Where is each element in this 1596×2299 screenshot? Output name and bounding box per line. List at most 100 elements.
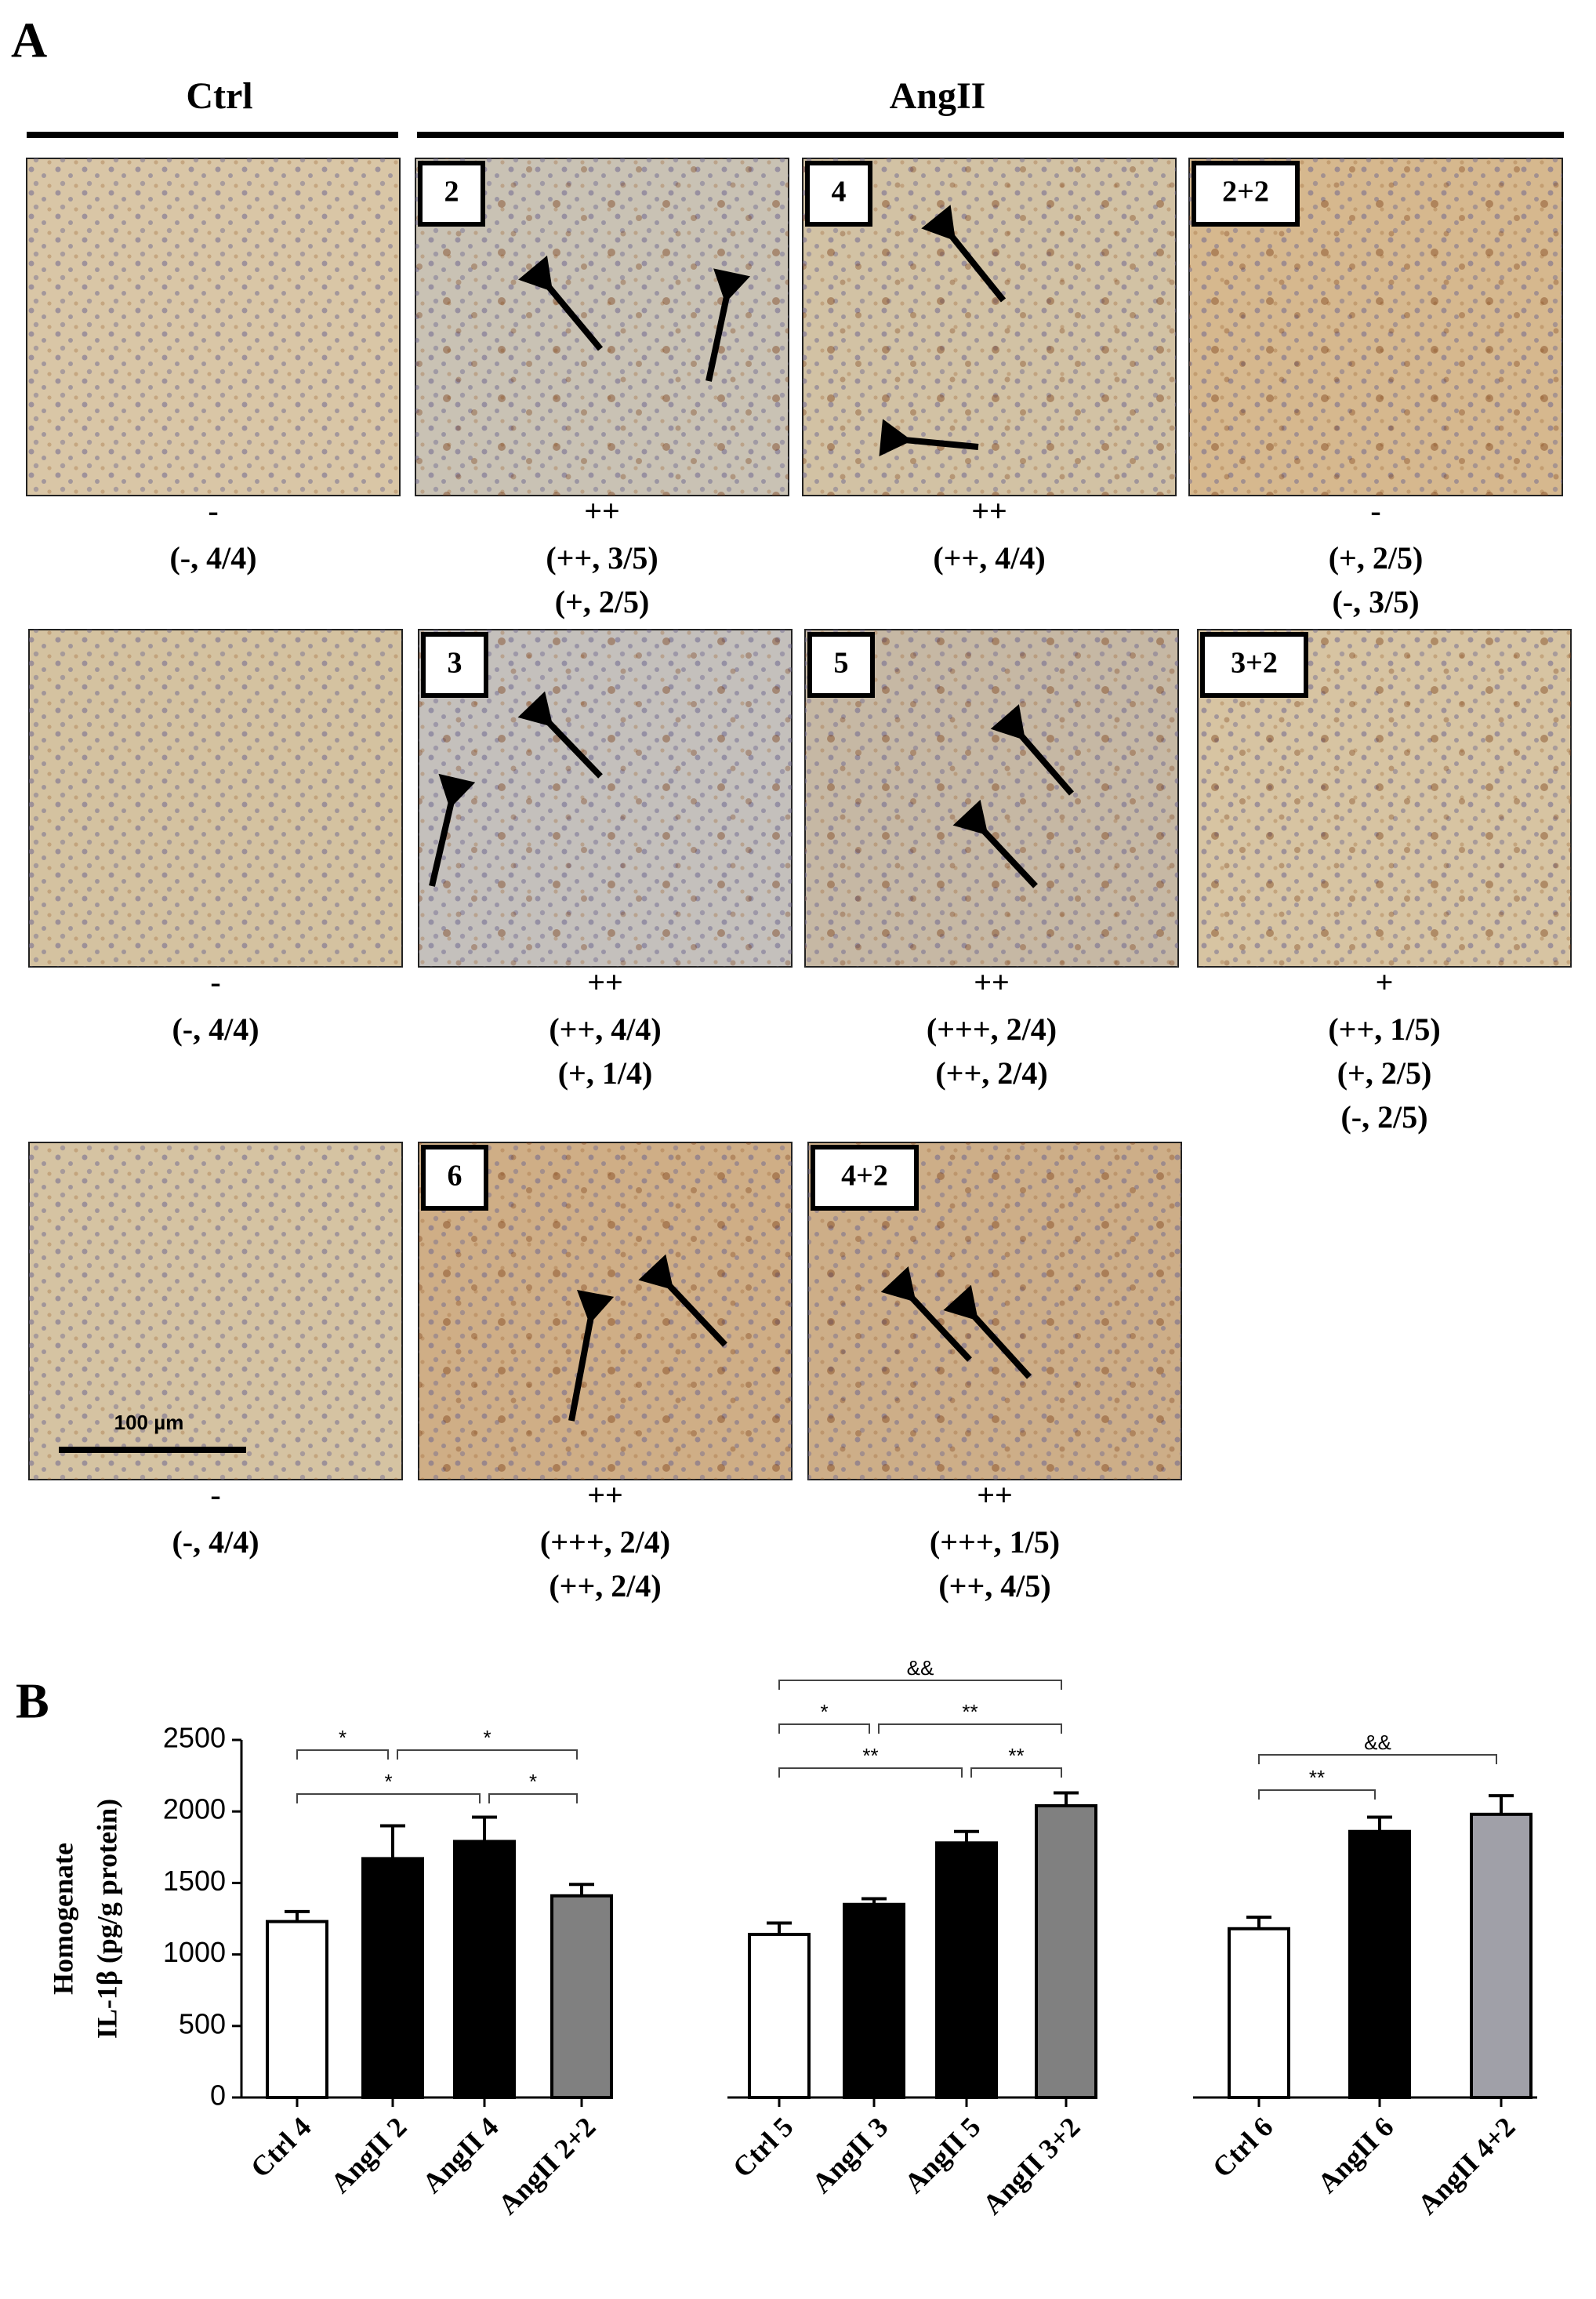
caption: ++	[587, 1477, 623, 1513]
caption: (-, 2/5)	[1340, 1099, 1427, 1135]
significance-bracket	[1258, 1754, 1497, 1764]
bar	[1348, 1829, 1411, 2100]
y-tick-label: 1500	[163, 1865, 226, 1897]
bar	[1470, 1812, 1533, 2099]
caption: ++	[971, 493, 1007, 528]
y-tick-label: 500	[179, 2007, 226, 2039]
tag: 3	[448, 647, 462, 680]
caption: (++, 2/4)	[549, 1568, 661, 1603]
caption: +	[1376, 964, 1394, 1000]
tag: 3+2	[1231, 647, 1278, 680]
caption: (++, 2/4)	[935, 1055, 1047, 1091]
micrograph-texture	[29, 1142, 402, 1480]
y-tick-label: 1000	[163, 1936, 226, 1968]
significance-bracket	[296, 1749, 389, 1760]
caption: -	[1370, 493, 1380, 528]
arrow	[706, 268, 751, 382]
tag: 4+2	[841, 1160, 888, 1193]
arrow	[518, 255, 604, 351]
caption: (++, 4/4)	[549, 1011, 661, 1047]
micrograph-texture	[27, 158, 400, 496]
caption: (-, 3/5)	[1332, 584, 1419, 619]
significance-label: *	[820, 1700, 828, 1723]
y-tick-label: 2000	[163, 1793, 226, 1825]
y-tick-label: 0	[210, 2079, 226, 2112]
x-tick-label: AngII 5	[898, 2111, 986, 2199]
significance-label: **	[1008, 1744, 1024, 1767]
caption: (-, 4/4)	[172, 1011, 259, 1047]
significance-label: *	[339, 1726, 346, 1749]
x-tick-label: AngII 3+2	[977, 2111, 1086, 2221]
arrow	[879, 419, 979, 457]
significance-label: **	[862, 1744, 878, 1767]
y-axis-label: Homogenate	[47, 1843, 78, 1995]
arrow	[638, 1254, 727, 1347]
group-header: Ctrl	[186, 75, 252, 117]
caption: ++	[974, 964, 1010, 1000]
tag: 2+2	[1222, 176, 1269, 209]
x-tick-label: AngII 4+2	[1412, 2111, 1522, 2221]
tag-box	[421, 1145, 488, 1211]
significance-bracket	[296, 1793, 481, 1803]
arrow	[952, 799, 1038, 888]
x-tick-label: AngII 2+2	[492, 2111, 602, 2221]
significance-bracket	[778, 1723, 870, 1734]
tag: 5	[834, 647, 849, 680]
arrow	[517, 691, 603, 779]
tag: 2	[444, 176, 459, 209]
group-header: AngII	[890, 75, 986, 117]
bar	[843, 1902, 905, 2100]
significance-label: **	[962, 1700, 978, 1723]
bar	[748, 1933, 811, 2099]
x-tick-label: AngII 2	[325, 2111, 412, 2199]
tag-box	[811, 1145, 919, 1211]
caption: (-, 4/4)	[169, 540, 256, 576]
tag-box	[421, 632, 488, 698]
arrow	[429, 773, 476, 887]
bar	[550, 1894, 613, 2099]
arrow	[943, 1284, 1032, 1379]
significance-label: *	[483, 1726, 491, 1749]
tag-box	[807, 632, 875, 698]
bar	[1035, 1803, 1097, 2100]
caption: (++, 4/5)	[938, 1568, 1050, 1603]
bar	[1228, 1927, 1290, 2100]
x-tick-label: Ctrl 5	[727, 2111, 800, 2184]
caption: (++, 3/5)	[546, 540, 658, 576]
tag: 4	[832, 176, 847, 209]
significance-label: &&	[1364, 1731, 1391, 1754]
caption: (+++, 1/5)	[930, 1524, 1060, 1560]
caption: (+, 1/4)	[558, 1055, 653, 1091]
caption: ++	[584, 493, 620, 528]
significance-bracket	[878, 1723, 1062, 1734]
scale-bar-label: 100 µm	[114, 1411, 184, 1434]
significance-label: **	[1309, 1766, 1325, 1789]
significance-bracket	[1258, 1789, 1376, 1800]
bar	[266, 1919, 328, 2099]
panel-label: B	[16, 1673, 49, 1729]
bar	[935, 1841, 998, 2099]
significance-bracket	[488, 1793, 578, 1803]
caption: (+++, 2/4)	[927, 1011, 1057, 1047]
bar	[361, 1857, 424, 2100]
tag-box	[805, 161, 872, 227]
x-tick-label: AngII 6	[1311, 2111, 1399, 2199]
caption: (+++, 2/4)	[540, 1524, 670, 1560]
x-tick-label: Ctrl 4	[245, 2111, 317, 2184]
arrow	[568, 1289, 615, 1422]
caption: (++, 4/4)	[933, 540, 1045, 576]
panel-label: A	[11, 13, 47, 68]
caption: (++, 1/5)	[1328, 1011, 1440, 1047]
x-tick-label: Ctrl 6	[1206, 2111, 1279, 2184]
significance-bracket	[778, 1767, 963, 1778]
significance-label: *	[384, 1770, 392, 1793]
caption: -	[208, 493, 218, 528]
tag-box	[418, 161, 485, 227]
significance-bracket	[397, 1749, 578, 1760]
caption: (+, 2/5)	[1329, 540, 1424, 576]
arrow	[990, 704, 1075, 796]
significance-bracket	[778, 1680, 1062, 1690]
caption: ++	[977, 1477, 1013, 1513]
